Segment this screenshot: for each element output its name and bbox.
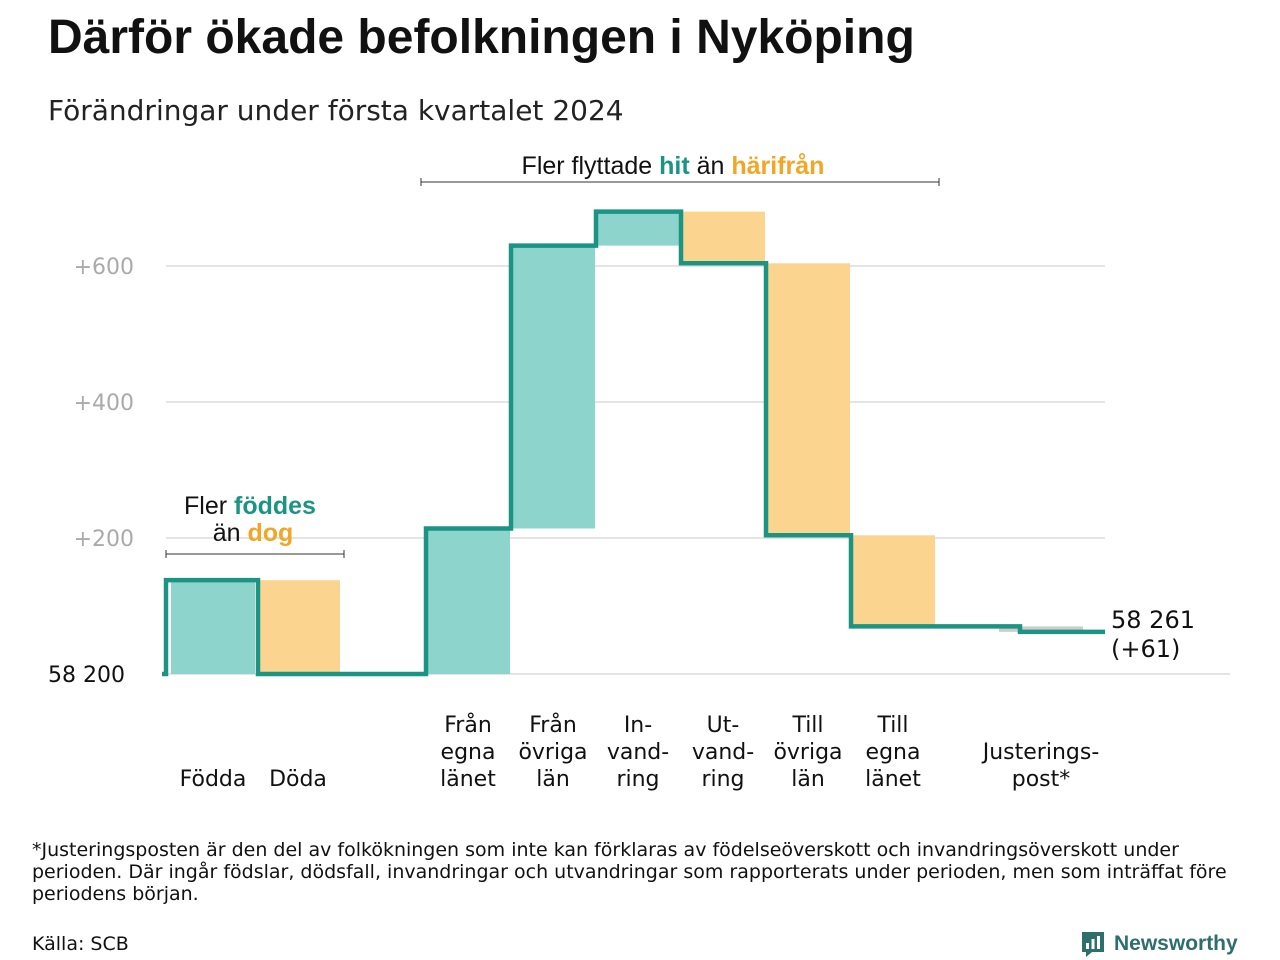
brand-name: Newsworthy bbox=[1114, 932, 1238, 955]
y-tick-label: +600 bbox=[74, 255, 134, 280]
category-label-justeringspost: Justerings- bbox=[981, 740, 1100, 765]
category-label-fran-ovriga-lan: Från bbox=[529, 712, 577, 738]
births-annotation-line1: Fler föddes bbox=[184, 492, 316, 520]
category-label-till-ovriga-lan: övriga bbox=[773, 740, 842, 765]
births-annotation-line2: än dog bbox=[213, 519, 294, 547]
bar-justeringspost bbox=[999, 626, 1083, 632]
deaths-annotation-prefix: än bbox=[213, 519, 248, 547]
cumulative-step-line bbox=[162, 209, 1105, 677]
chart-title: Därför ökade befolkningen i Nyköping bbox=[48, 11, 915, 64]
category-label-invandring: In- bbox=[624, 713, 652, 738]
bar-födda bbox=[171, 580, 255, 674]
newsworthy-logo-icon bbox=[1082, 932, 1104, 957]
category-label-till-ovriga-lan: län bbox=[791, 767, 825, 792]
category-label-fran-egna-lanet: egna bbox=[441, 740, 496, 765]
y-tick-label: +200 bbox=[74, 527, 134, 552]
chart-subtitle: Förändringar under första kvartalet 2024 bbox=[48, 94, 624, 127]
end-value-label: 58 261 bbox=[1111, 606, 1195, 634]
category-label-döda: Döda bbox=[269, 767, 327, 792]
category-label-invandring: vand- bbox=[607, 740, 669, 765]
end-change-label: (+61) bbox=[1111, 635, 1180, 663]
source-label: Källa: SCB bbox=[32, 933, 129, 955]
bar-döda bbox=[256, 580, 340, 674]
bar-utvandring bbox=[681, 211, 765, 264]
category-label-utvandring: vand- bbox=[692, 740, 754, 765]
brand-logo: Newsworthy bbox=[1080, 930, 1238, 958]
category-label-till-egna-lanet: egna bbox=[866, 740, 921, 765]
category-label-utvandring: ring bbox=[701, 767, 744, 792]
category-label-justeringspost: post* bbox=[1012, 767, 1071, 792]
moves-annotation-accent-out: härifrån bbox=[731, 152, 824, 180]
category-label-fran-ovriga-lan: övriga bbox=[518, 740, 587, 765]
category-label-invandring: ring bbox=[616, 767, 659, 792]
bar-invandring bbox=[596, 211, 680, 246]
category-label-till-egna-lanet: länet bbox=[865, 767, 921, 792]
births-annotation-prefix: Fler bbox=[184, 492, 234, 520]
category-label-födda: Födda bbox=[180, 767, 247, 792]
footnote: *Justeringsposten är den del av folkökni… bbox=[32, 839, 1227, 905]
bar-fran-egna-lanet bbox=[426, 528, 510, 674]
moves-annotation-prefix: Fler flyttade bbox=[522, 152, 660, 180]
bar-till-egna-lanet bbox=[851, 535, 935, 627]
moves-annotation-middle: än bbox=[690, 152, 732, 180]
category-label-fran-egna-lanet: länet bbox=[440, 767, 496, 792]
category-label-fran-egna-lanet: Från bbox=[444, 712, 492, 738]
moves-annotation: Fler flyttade hit än härifrån bbox=[522, 152, 825, 180]
moves-annotation-accent-in: hit bbox=[659, 152, 690, 180]
category-label-utvandring: Ut- bbox=[707, 713, 740, 738]
births-annotation-accent: föddes bbox=[234, 492, 316, 520]
category-label-fran-ovriga-lan: län bbox=[536, 767, 570, 792]
category-label-till-ovriga-lan: Till bbox=[791, 713, 823, 738]
bar-fran-ovriga-lan bbox=[511, 245, 595, 529]
y-tick-label: +400 bbox=[74, 391, 134, 416]
deaths-annotation-accent: dog bbox=[247, 519, 293, 547]
baseline-value-label: 58 200 bbox=[48, 663, 125, 688]
bar-till-ovriga-lan bbox=[766, 263, 850, 536]
category-label-till-egna-lanet: Till bbox=[876, 713, 908, 738]
